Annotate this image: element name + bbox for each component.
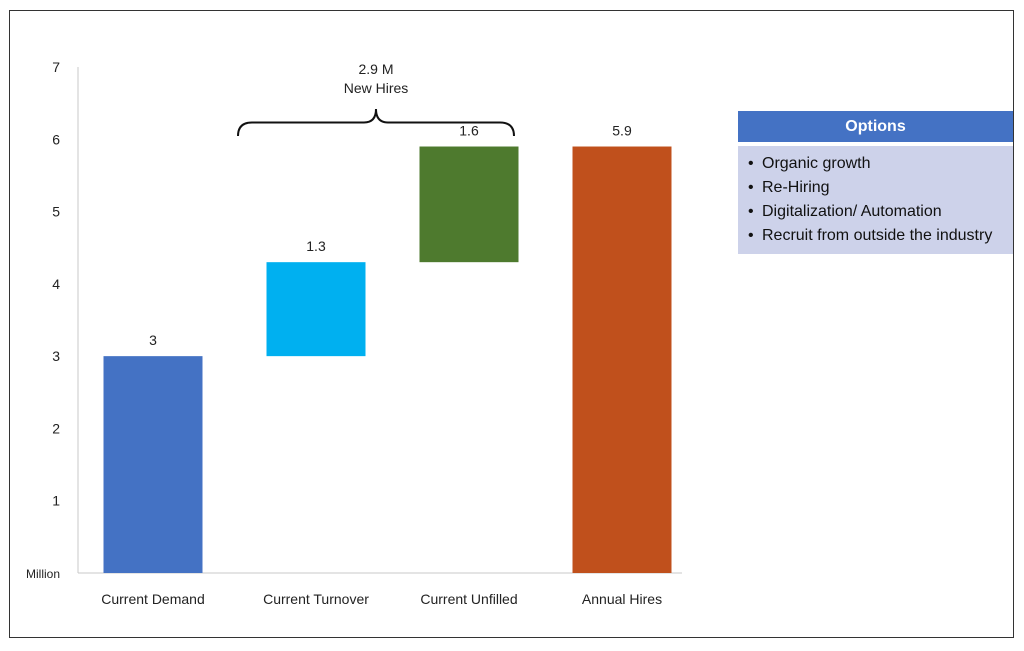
options-item: Re-Hiring xyxy=(746,176,1005,200)
bar-annual-hires xyxy=(572,146,672,573)
y-tick-label: 1 xyxy=(52,493,60,509)
x-category-label: Current Unfilled xyxy=(420,591,517,607)
options-body: Organic growth Re-Hiring Digitalization/… xyxy=(738,146,1013,254)
options-panel: Options Organic growth Re-Hiring Digital… xyxy=(738,111,1013,254)
brace-label-text: New Hires xyxy=(344,80,409,96)
options-item: Recruit from outside the industry xyxy=(746,224,1005,248)
y-tick-label: 2 xyxy=(52,420,60,436)
options-item: Organic growth xyxy=(746,152,1005,176)
y-tick-label: 3 xyxy=(52,348,60,364)
waterfall-chart: 1 2 3 4 5 6 7 Million 3 Current Demand 1.3 Current … xyxy=(26,59,682,607)
bar-current-turnover xyxy=(266,262,366,357)
bar-current-demand xyxy=(103,356,203,573)
bar-value-label: 5.9 xyxy=(612,123,632,139)
options-list: Organic growth Re-Hiring Digitalization/… xyxy=(746,152,1005,248)
figure-frame: 1 2 3 4 5 6 7 Million 3 Current Demand 1.3 Current … xyxy=(9,10,1014,638)
brace-label-value: 2.9 M xyxy=(358,61,393,77)
y-tick-label: 5 xyxy=(52,204,60,220)
x-category-label: Annual Hires xyxy=(582,591,662,607)
bar-value-label: 1.6 xyxy=(459,123,479,139)
brace-annotation xyxy=(237,108,515,137)
x-category-label: Current Turnover xyxy=(263,591,369,607)
bar-value-label: 1.3 xyxy=(306,238,326,254)
bar-current-unfilled xyxy=(419,146,519,263)
x-category-label: Current Demand xyxy=(101,591,205,607)
options-title: Options xyxy=(738,111,1013,142)
y-axis-unit-label: Million xyxy=(26,567,60,581)
bar-value-label: 3 xyxy=(149,332,157,348)
options-item: Digitalization/ Automation xyxy=(746,200,1005,224)
y-tick-label: 7 xyxy=(52,59,60,75)
y-tick-label: 4 xyxy=(52,276,60,292)
y-tick-label: 6 xyxy=(52,131,60,147)
